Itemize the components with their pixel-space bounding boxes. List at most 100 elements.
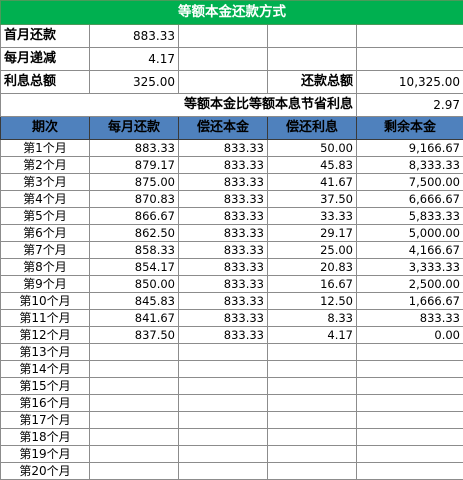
period-cell[interactable]: 第10个月 — [1, 293, 90, 310]
sheet-title[interactable]: 等额本金还款方式 — [1, 1, 463, 25]
period-cell[interactable]: 第2个月 — [1, 157, 90, 174]
empty-cell[interactable] — [179, 71, 268, 94]
header-remaining-principal[interactable]: 剩余本金 — [357, 117, 463, 140]
remaining-principal-cell[interactable] — [357, 395, 463, 412]
monthly-payment-cell[interactable] — [90, 395, 179, 412]
principal-paid-cell[interactable]: 833.33 — [179, 259, 268, 276]
period-cell[interactable]: 第13个月 — [1, 344, 90, 361]
monthly-payment-cell[interactable]: 845.83 — [90, 293, 179, 310]
period-cell[interactable]: 第7个月 — [1, 242, 90, 259]
empty-cell[interactable] — [268, 25, 357, 48]
interest-paid-cell[interactable]: 16.67 — [268, 276, 357, 293]
header-interest-paid[interactable]: 偿还利息 — [268, 117, 357, 140]
period-cell[interactable]: 第8个月 — [1, 259, 90, 276]
period-cell[interactable]: 第20个月 — [1, 463, 90, 480]
monthly-payment-cell[interactable]: 883.33 — [90, 140, 179, 157]
period-cell[interactable]: 第19个月 — [1, 446, 90, 463]
period-cell[interactable]: 第12个月 — [1, 327, 90, 344]
first-month-value[interactable]: 883.33 — [90, 25, 179, 48]
compare-label[interactable]: 等额本金比等额本息节省利息 — [1, 94, 357, 117]
monthly-payment-cell[interactable] — [90, 429, 179, 446]
remaining-principal-cell[interactable] — [357, 344, 463, 361]
total-payment-value[interactable]: 10,325.00 — [357, 71, 463, 94]
interest-paid-cell[interactable] — [268, 412, 357, 429]
remaining-principal-cell[interactable]: 4,166.67 — [357, 242, 463, 259]
header-monthly-payment[interactable]: 每月还款 — [90, 117, 179, 140]
monthly-payment-cell[interactable] — [90, 412, 179, 429]
monthly-payment-cell[interactable]: 866.67 — [90, 208, 179, 225]
principal-paid-cell[interactable] — [179, 361, 268, 378]
interest-paid-cell[interactable]: 12.50 — [268, 293, 357, 310]
monthly-payment-cell[interactable]: 854.17 — [90, 259, 179, 276]
period-cell[interactable]: 第17个月 — [1, 412, 90, 429]
period-cell[interactable]: 第5个月 — [1, 208, 90, 225]
remaining-principal-cell[interactable]: 2,500.00 — [357, 276, 463, 293]
principal-paid-cell[interactable]: 833.33 — [179, 191, 268, 208]
interest-paid-cell[interactable]: 20.83 — [268, 259, 357, 276]
principal-paid-cell[interactable] — [179, 378, 268, 395]
principal-paid-cell[interactable]: 833.33 — [179, 174, 268, 191]
monthly-payment-cell[interactable]: 879.17 — [90, 157, 179, 174]
period-cell[interactable]: 第14个月 — [1, 361, 90, 378]
interest-paid-cell[interactable] — [268, 361, 357, 378]
compare-value[interactable]: 2.97 — [357, 94, 463, 117]
interest-paid-cell[interactable] — [268, 378, 357, 395]
monthly-payment-cell[interactable]: 858.33 — [90, 242, 179, 259]
principal-paid-cell[interactable]: 833.33 — [179, 140, 268, 157]
empty-cell[interactable] — [179, 48, 268, 71]
interest-paid-cell[interactable]: 37.50 — [268, 191, 357, 208]
empty-cell[interactable] — [357, 25, 463, 48]
monthly-payment-cell[interactable]: 837.50 — [90, 327, 179, 344]
period-cell[interactable]: 第11个月 — [1, 310, 90, 327]
period-cell[interactable]: 第4个月 — [1, 191, 90, 208]
principal-paid-cell[interactable] — [179, 446, 268, 463]
total-payment-label[interactable]: 还款总额 — [268, 71, 357, 94]
remaining-principal-cell[interactable]: 1,666.67 — [357, 293, 463, 310]
monthly-payment-cell[interactable] — [90, 361, 179, 378]
remaining-principal-cell[interactable]: 7,500.00 — [357, 174, 463, 191]
monthly-decrease-value[interactable]: 4.17 — [90, 48, 179, 71]
principal-paid-cell[interactable]: 833.33 — [179, 208, 268, 225]
period-cell[interactable]: 第18个月 — [1, 429, 90, 446]
monthly-payment-cell[interactable]: 870.83 — [90, 191, 179, 208]
period-cell[interactable]: 第9个月 — [1, 276, 90, 293]
principal-paid-cell[interactable]: 833.33 — [179, 276, 268, 293]
remaining-principal-cell[interactable] — [357, 429, 463, 446]
principal-paid-cell[interactable]: 833.33 — [179, 293, 268, 310]
remaining-principal-cell[interactable]: 0.00 — [357, 327, 463, 344]
principal-paid-cell[interactable]: 833.33 — [179, 327, 268, 344]
interest-paid-cell[interactable]: 8.33 — [268, 310, 357, 327]
empty-cell[interactable] — [268, 48, 357, 71]
remaining-principal-cell[interactable] — [357, 412, 463, 429]
remaining-principal-cell[interactable] — [357, 446, 463, 463]
remaining-principal-cell[interactable]: 5,833.33 — [357, 208, 463, 225]
interest-paid-cell[interactable]: 33.33 — [268, 208, 357, 225]
principal-paid-cell[interactable]: 833.33 — [179, 242, 268, 259]
interest-paid-cell[interactable]: 4.17 — [268, 327, 357, 344]
empty-cell[interactable] — [357, 48, 463, 71]
remaining-principal-cell[interactable]: 5,000.00 — [357, 225, 463, 242]
interest-paid-cell[interactable] — [268, 446, 357, 463]
monthly-payment-cell[interactable] — [90, 378, 179, 395]
monthly-payment-cell[interactable] — [90, 446, 179, 463]
period-cell[interactable]: 第15个月 — [1, 378, 90, 395]
principal-paid-cell[interactable] — [179, 395, 268, 412]
remaining-principal-cell[interactable]: 833.33 — [357, 310, 463, 327]
interest-paid-cell[interactable] — [268, 395, 357, 412]
principal-paid-cell[interactable]: 833.33 — [179, 225, 268, 242]
principal-paid-cell[interactable] — [179, 412, 268, 429]
remaining-principal-cell[interactable] — [357, 361, 463, 378]
monthly-payment-cell[interactable]: 841.67 — [90, 310, 179, 327]
first-month-label[interactable]: 首月还款 — [1, 25, 90, 48]
interest-paid-cell[interactable]: 45.83 — [268, 157, 357, 174]
empty-cell[interactable] — [179, 25, 268, 48]
principal-paid-cell[interactable] — [179, 463, 268, 480]
header-principal-paid[interactable]: 偿还本金 — [179, 117, 268, 140]
remaining-principal-cell[interactable]: 3,333.33 — [357, 259, 463, 276]
total-interest-label[interactable]: 利息总额 — [1, 71, 90, 94]
total-interest-value[interactable]: 325.00 — [90, 71, 179, 94]
principal-paid-cell[interactable] — [179, 429, 268, 446]
monthly-payment-cell[interactable] — [90, 463, 179, 480]
interest-paid-cell[interactable]: 50.00 — [268, 140, 357, 157]
principal-paid-cell[interactable] — [179, 344, 268, 361]
